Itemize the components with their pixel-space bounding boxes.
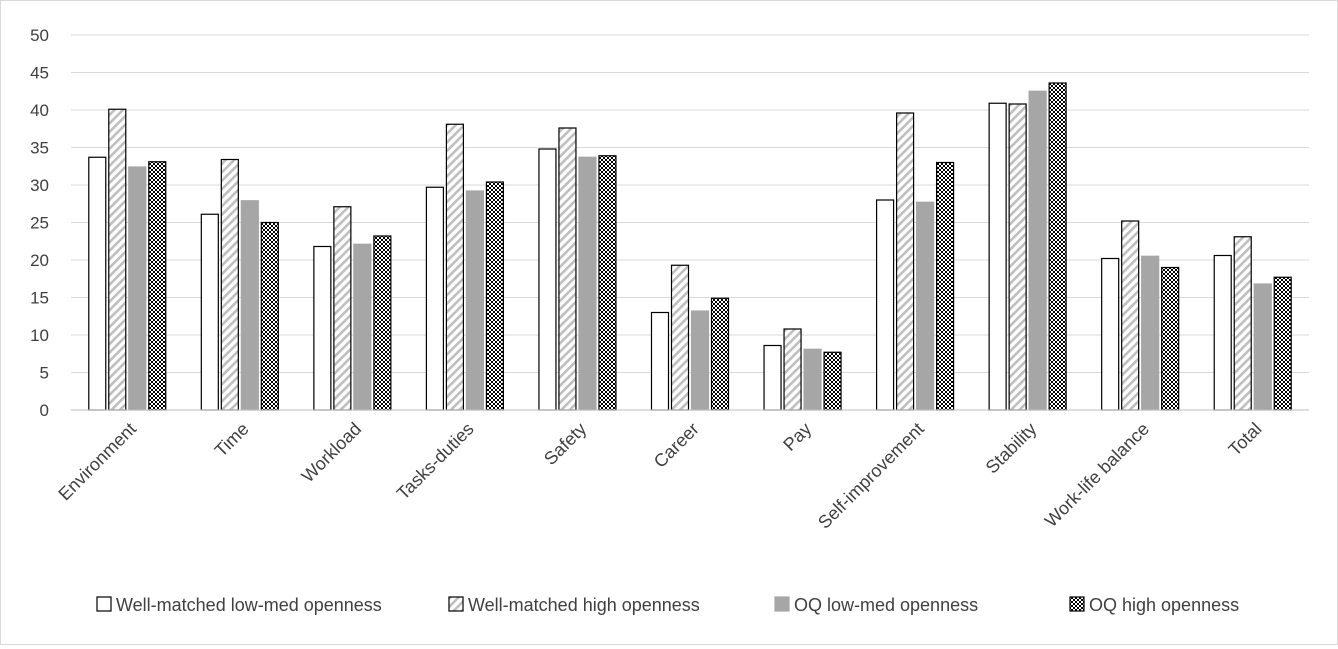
bar <box>445 123 465 411</box>
bar <box>988 102 1007 411</box>
y-tick-label: 0 <box>40 401 49 420</box>
bar <box>895 112 915 411</box>
bar <box>128 166 147 411</box>
y-tick-label: 20 <box>30 251 49 270</box>
bar <box>88 156 107 411</box>
x-tick-label: Career <box>650 419 703 472</box>
bars <box>88 82 1292 411</box>
bar <box>1273 276 1292 411</box>
x-tick-label: Stability <box>982 419 1041 478</box>
legend-swatch <box>448 596 464 612</box>
x-tick-label: Environment <box>54 419 140 505</box>
bar <box>200 213 219 411</box>
bar <box>353 243 372 411</box>
bar <box>1213 254 1232 411</box>
x-tick-label: Workload <box>298 419 366 487</box>
y-tick-label: 5 <box>40 364 49 383</box>
y-tick-label: 40 <box>30 101 49 120</box>
legend-swatch <box>96 596 112 612</box>
x-tick-label: Work-life balance <box>1041 419 1153 531</box>
bar <box>220 158 239 411</box>
bar <box>260 221 279 411</box>
x-tick-label: Total <box>1225 419 1266 460</box>
legend-label: OQ low-med openness <box>794 595 978 615</box>
y-tick-label: 30 <box>30 176 49 195</box>
bar <box>783 328 802 411</box>
bar <box>1048 82 1067 411</box>
y-axis-ticks: 0 5 10 15 20 25 30 35 40 45 50 <box>30 26 49 420</box>
bar <box>558 127 577 411</box>
bar <box>333 206 352 411</box>
legend-swatch <box>1069 596 1085 612</box>
bar <box>538 148 557 411</box>
bar <box>425 186 445 411</box>
bar <box>803 348 822 411</box>
bar <box>578 156 597 411</box>
bar <box>1161 266 1180 411</box>
bar <box>1121 220 1140 411</box>
bar <box>763 344 782 411</box>
bar <box>1141 255 1160 411</box>
x-tick-label: Self-improvement <box>814 419 928 533</box>
bar <box>148 161 167 411</box>
bar <box>650 311 670 411</box>
y-tick-label: 10 <box>30 326 49 345</box>
bar <box>690 310 710 411</box>
bar <box>1008 103 1027 411</box>
bar <box>485 181 505 411</box>
bar <box>823 351 842 411</box>
bar <box>915 201 935 411</box>
y-tick-label: 35 <box>30 139 49 158</box>
y-tick-label: 45 <box>30 64 49 83</box>
legend-label: OQ high openness <box>1089 595 1239 615</box>
y-tick-label: 50 <box>30 26 49 45</box>
bar <box>108 108 127 411</box>
bar <box>373 235 392 411</box>
legend: Well-matched low-med openness Well-matche… <box>96 595 1239 615</box>
x-tick-label: Pay <box>779 419 815 455</box>
bar <box>240 200 259 411</box>
x-tick-label: Safety <box>540 419 590 469</box>
bar <box>1233 236 1252 411</box>
x-tick-label: Tasks-duties <box>393 419 478 504</box>
bar <box>935 161 955 411</box>
x-tick-label: Time <box>211 419 253 461</box>
bar <box>465 190 485 411</box>
bar <box>710 297 730 411</box>
bar <box>1101 257 1120 411</box>
legend-label: Well-matched high openness <box>468 595 700 615</box>
x-axis-labels: Environment Time Workload Tasks-duties Safet… <box>54 419 1265 533</box>
legend-swatch <box>774 596 790 612</box>
bar <box>1253 283 1272 411</box>
bar <box>875 199 895 411</box>
bar <box>1028 90 1047 411</box>
bar <box>598 155 617 411</box>
bar <box>313 245 332 411</box>
legend-label: Well-matched low-med openness <box>116 595 382 615</box>
y-tick-label: 25 <box>30 214 49 233</box>
y-tick-label: 15 <box>30 289 49 308</box>
bar <box>670 264 690 411</box>
